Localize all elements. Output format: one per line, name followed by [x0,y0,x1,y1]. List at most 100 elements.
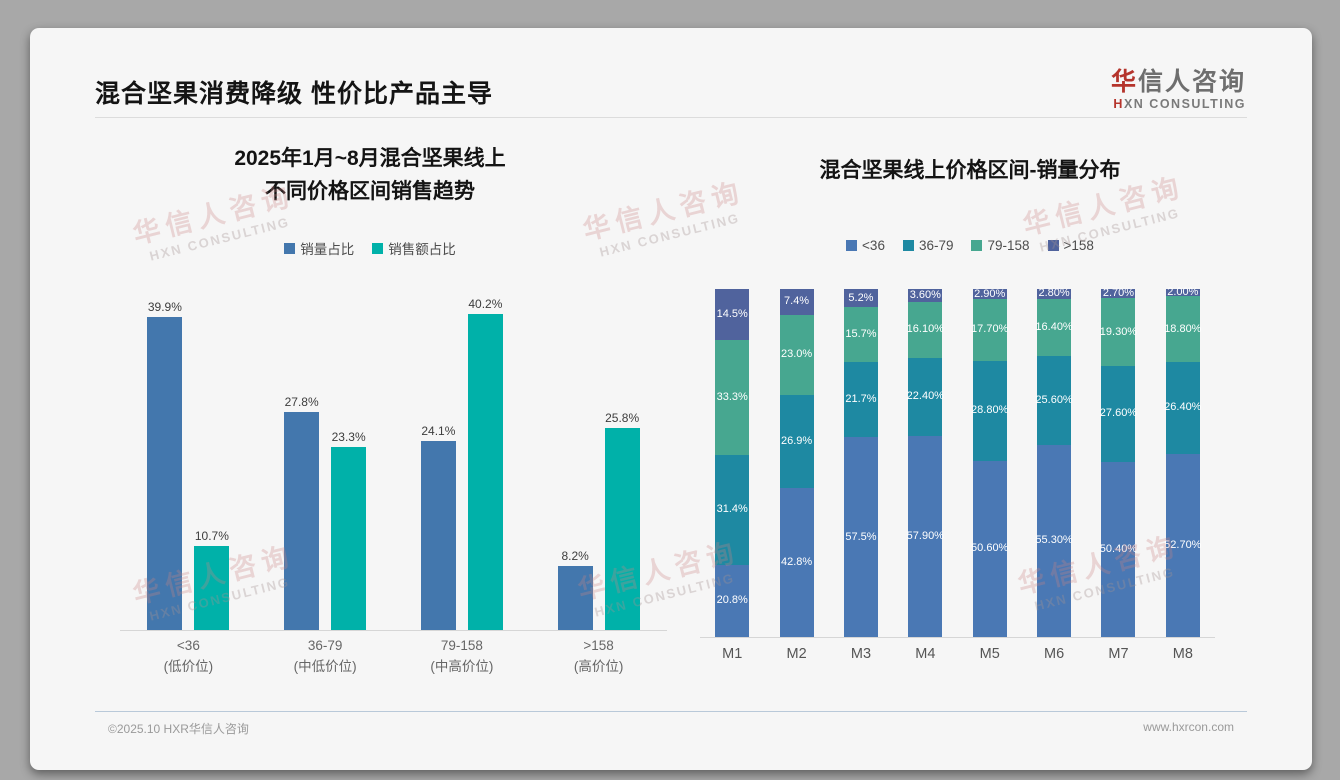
segment-<36: 52.70% [1164,453,1202,637]
chart-title-line: 不同价格区间销售趋势 [265,180,475,204]
segment-<36: 20.8% [715,564,750,637]
logo-en-accent: H [1113,96,1124,111]
segment-79-158: 16.10% [907,301,944,358]
stacked-bar-M5: 50.60% 28.80% 17.70% 2.90% [971,287,1009,637]
bar-销量占比: 39.9% [147,300,183,630]
stacked-bar-slot: 52.70% 26.40% 18.80% 2.00% [1151,287,1215,637]
bar-销量占比: 27.8% [284,395,320,630]
stacked-bar-slot: 57.5% 21.7% 15.7% 5.2% [829,289,893,637]
legend-swatch-icon [284,242,296,254]
legend-swatch-icon [1047,240,1059,251]
legend-item: 36-79 [902,238,953,253]
chart-title-line: 2025年1月~8月混合坚果线上 [234,147,506,170]
bar-销量占比: 8.2% [557,549,593,630]
segment-value-label: 15.7% [845,327,877,340]
segment-value-label: 17.70% [971,323,1009,336]
segment-<36: 42.8% [779,488,814,637]
segment-36-79: 25.60% [1035,355,1073,445]
segment-value-label: 2.70% [1102,287,1135,300]
left-chart-legend: 销量占比 销售额占比 [90,238,650,259]
logo-cn-accent: 华 [1110,68,1138,96]
segment-79-158: 33.3% [715,339,750,456]
x-axis-category: M6 [1043,646,1065,662]
x-axis-category: M8 [1172,646,1193,662]
bar-value-label: 40.2% [468,297,503,312]
legend-swatch-icon [902,240,914,251]
left-chart-title: 2025年1月~8月混合坚果线上 不同价格区间销售趋势 [90,142,650,208]
segment-value-label: 25.60% [1035,393,1073,406]
stacked-bar-slot: 42.8% 26.9% 23.0% 7.4% [764,289,828,637]
category-label: <36 [176,638,200,653]
bar-group: 8.2% 25.8% [530,294,667,630]
segment-value-label: 3.60% [909,288,941,301]
segment-value-label: 31.4% [716,503,748,516]
stacked-bar-M8: 52.70% 26.40% 18.80% 2.00% [1164,287,1202,637]
x-axis-category: M3 [850,646,872,662]
segment-36-79: 26.40% [1164,361,1202,454]
slide: 混合坚果消费降级 性价比产品主导 华信人咨询 HXN CONSULTING 20… [30,28,1312,770]
segment-<36: 57.90% [907,435,944,637]
segment-value-label: 16.40% [1035,320,1073,333]
segment-36-79: 31.4% [715,455,750,565]
stacked-bar-slot: 20.8% 31.4% 33.3% 14.5% [700,289,764,637]
category-sublabel: (高价位) [573,658,624,674]
segment->158: 14.5% [715,289,750,340]
footer-website: www.hxrcon.com [1143,720,1234,734]
segment-value-label: 55.30% [1035,534,1073,547]
segment-36-79: 27.60% [1099,365,1138,462]
category-sublabel: (低价位) [163,658,214,674]
segment-79-158: 19.30% [1099,298,1138,366]
segment-value-label: 5.2% [848,291,874,304]
legend-label: 79-158 [987,238,1030,253]
segment->158: 2.00% [1165,287,1200,298]
bar-value-label: 27.8% [284,394,319,409]
segment-<36: 50.40% [1099,461,1138,637]
category-label: 36-79 [307,638,343,653]
stacked-bar-M3: 57.5% 21.7% 15.7% 5.2% [843,289,878,637]
segment-79-158: 23.0% [779,314,814,395]
segment->158: 2.70% [1101,287,1136,300]
segment-36-79: 26.9% [779,394,814,489]
legend-swatch-icon [372,242,384,254]
category-label: 79-158 [440,638,483,653]
left-chart-plot: 39.9% 10.7% 27.8% 23.3% 24.1% 40.2% 8.2% 25.8% [120,294,667,631]
segment-value-label: 2.90% [974,287,1006,300]
segment-value-label: 50.40% [1099,542,1138,555]
segment-value-label: 33.3% [716,390,748,403]
segment->158: 3.60% [908,288,943,302]
bar-销售额占比: 25.8% [604,411,640,630]
bar-value-label: 8.2% [561,548,589,563]
segment-value-label: 52.70% [1164,538,1202,551]
stacked-bar-M6: 55.30% 25.60% 16.40% 2.80% [1035,288,1073,637]
segment-value-label: 26.40% [1164,401,1202,414]
segment-value-label: 57.5% [845,530,877,543]
segment->158: 2.90% [972,287,1007,300]
page-title: 混合坚果消费降级 性价比产品主导 [95,80,493,108]
legend-item: 销量占比 [284,238,354,258]
legend-label: <36 [862,238,885,253]
bar-销售额占比: 10.7% [194,529,230,630]
segment-value-label: 27.60% [1099,407,1138,420]
segment-value-label: 50.60% [971,542,1009,555]
bar-销售额占比: 40.2% [467,297,503,630]
bar-销量占比: 24.1% [420,424,456,630]
segment-36-79: 28.80% [971,360,1008,461]
category-sublabel: (中高价位) [430,658,494,674]
segment-79-158: 18.80% [1164,296,1201,362]
company-logo: 华信人咨询 HXN CONSULTING [1111,68,1246,111]
bar-group: 39.9% 10.7% [120,294,257,630]
segment-value-label: 19.30% [1099,325,1138,338]
legend-label: 销售额占比 [388,242,456,257]
x-axis-category: M4 [915,646,936,662]
segment-<36: 55.30% [1035,444,1073,637]
segment-36-79: 22.40% [907,357,944,436]
bar-value-label: 24.1% [421,423,456,438]
stacked-bar-slot: 50.60% 28.80% 17.70% 2.90% [958,287,1022,637]
bar-group: 27.8% 23.3% [257,294,394,630]
segment-<36: 57.5% [843,437,878,637]
right-chart-title: 混合坚果线上价格区间-销量分布 [690,154,1250,184]
bar-value-label: 25.8% [605,410,640,425]
right-chart-x-axis-labels: M1 M2 M3 M4 M5 M6 M7 M8 [700,646,1215,662]
segment-value-label: 26.9% [780,434,813,447]
logo-text-en: HXN CONSULTING [1111,97,1246,111]
